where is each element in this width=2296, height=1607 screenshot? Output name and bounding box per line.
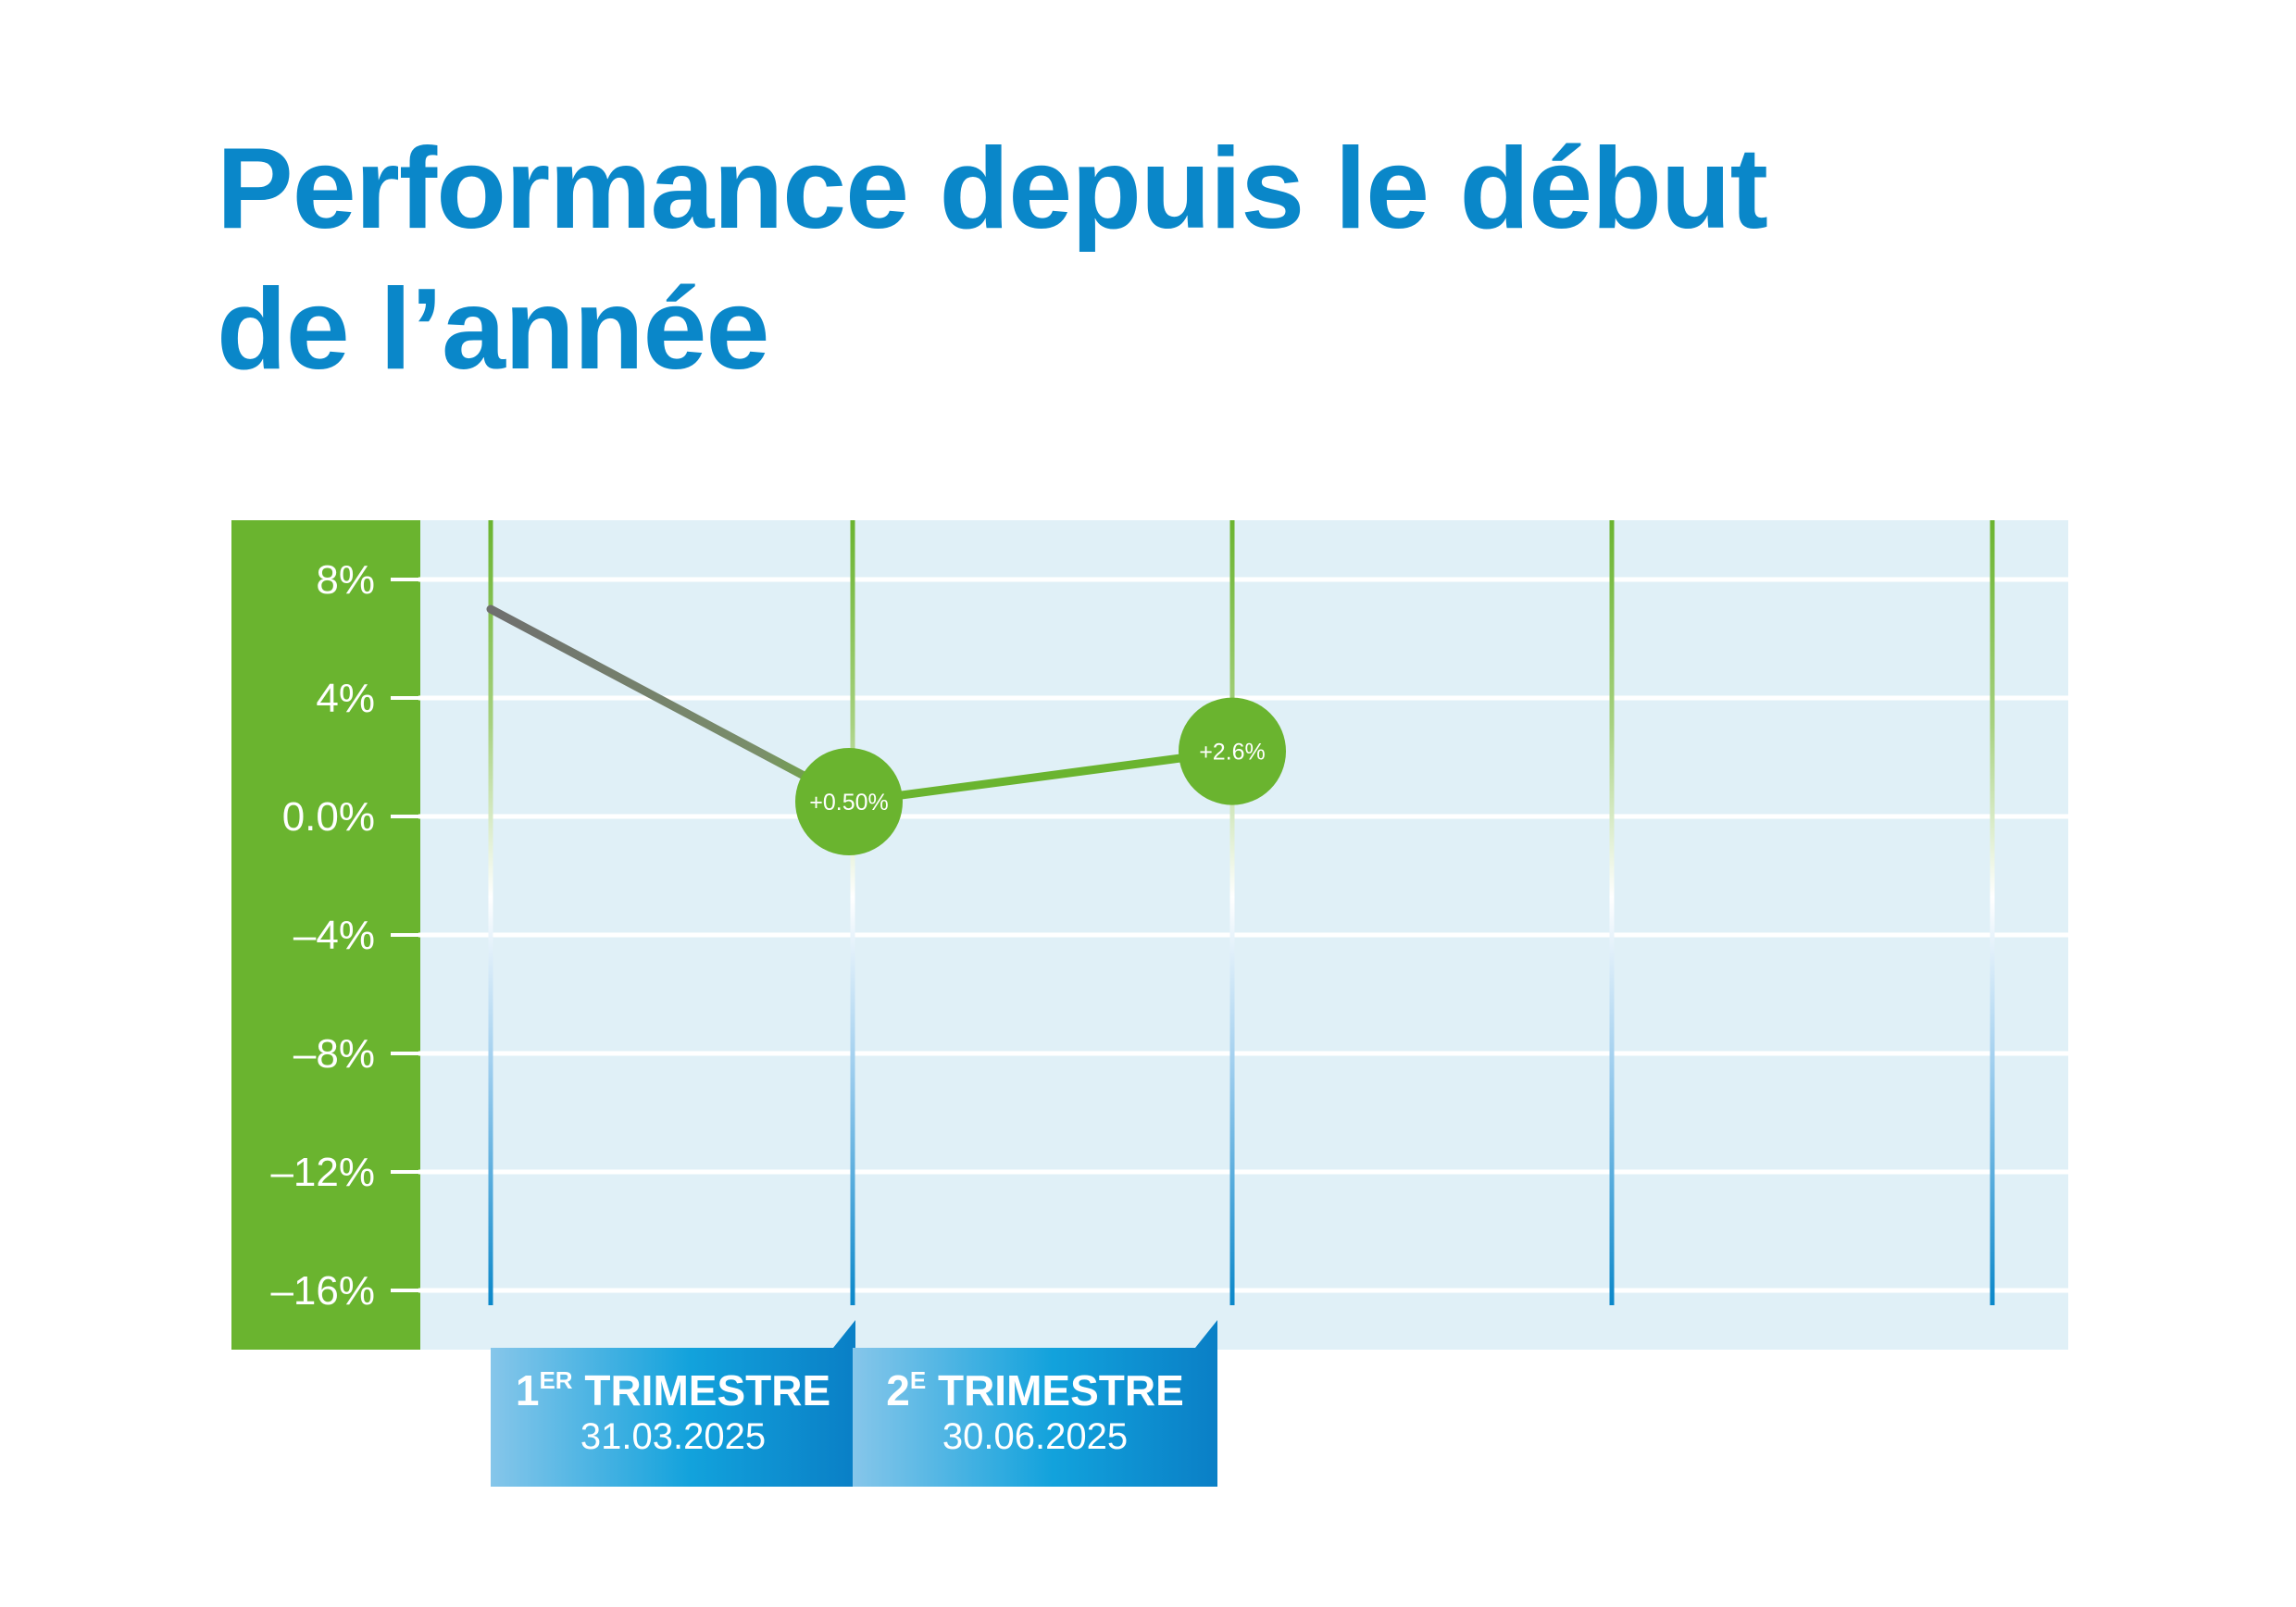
quarter-label-box [491, 1320, 855, 1487]
quarter-line [488, 520, 493, 1305]
title-line-1: Performance depuis le début [217, 125, 1768, 253]
quarter-date: 31.03.2025 [580, 1416, 767, 1457]
y-axis-panel [231, 520, 420, 1350]
quarter-date: 30.06.2025 [942, 1416, 1129, 1457]
gridlines [418, 577, 2068, 1293]
y-tick-label: –16% [270, 1268, 375, 1314]
y-tick-label: –8% [293, 1031, 375, 1077]
performance-series: +0.50% +2.6% [486, 604, 1286, 855]
quarter-suffix: ER [539, 1366, 573, 1394]
quarter-suffix: E [909, 1366, 927, 1394]
quarter-label: 1ER TRIMESTRE 31.03.2025 [491, 1366, 855, 1459]
quarter-line [1609, 520, 1615, 1305]
y-tick-label: 0.0% [282, 794, 375, 840]
quarter-label: 2E TRIMESTRE 30.06.2025 [853, 1366, 1217, 1459]
title-line-2: de l’année [217, 266, 769, 393]
series-segment [486, 604, 857, 806]
y-tick-label: –12% [270, 1150, 375, 1195]
quarter-number: 2 [886, 1366, 910, 1414]
data-point-marker [795, 748, 903, 855]
quarter-line [1229, 520, 1235, 1305]
y-tick-label: 4% [316, 676, 375, 721]
data-label: +0.50% [809, 790, 889, 816]
quarter-title: 2E TRIMESTRE [853, 1366, 1217, 1414]
quarter-label-boxes [491, 1320, 1217, 1487]
y-tick-label: 8% [316, 557, 375, 603]
y-tick-marks [391, 578, 418, 1292]
page-title: Performance depuis le début de l’année [217, 118, 2068, 400]
quarter-line [1990, 520, 1995, 1305]
y-tick-label: –4% [293, 913, 375, 958]
quarter-label-box [853, 1320, 1217, 1487]
quarter-number: 1 [515, 1366, 540, 1414]
quarter-line [850, 520, 855, 1305]
quarter-title: 1ER TRIMESTRE [491, 1366, 855, 1414]
series-segment [848, 747, 1237, 806]
quarter-name: TRIMESTRE [926, 1366, 1184, 1414]
quarter-name: TRIMESTRE [572, 1366, 831, 1414]
data-label: +2.6% [1199, 740, 1266, 766]
y-tick-labels: 8% 4% 0.0% –4% –8% –12% –16% [270, 557, 375, 1314]
data-point-marker [1179, 697, 1286, 805]
quarter-lines [488, 520, 1995, 1305]
